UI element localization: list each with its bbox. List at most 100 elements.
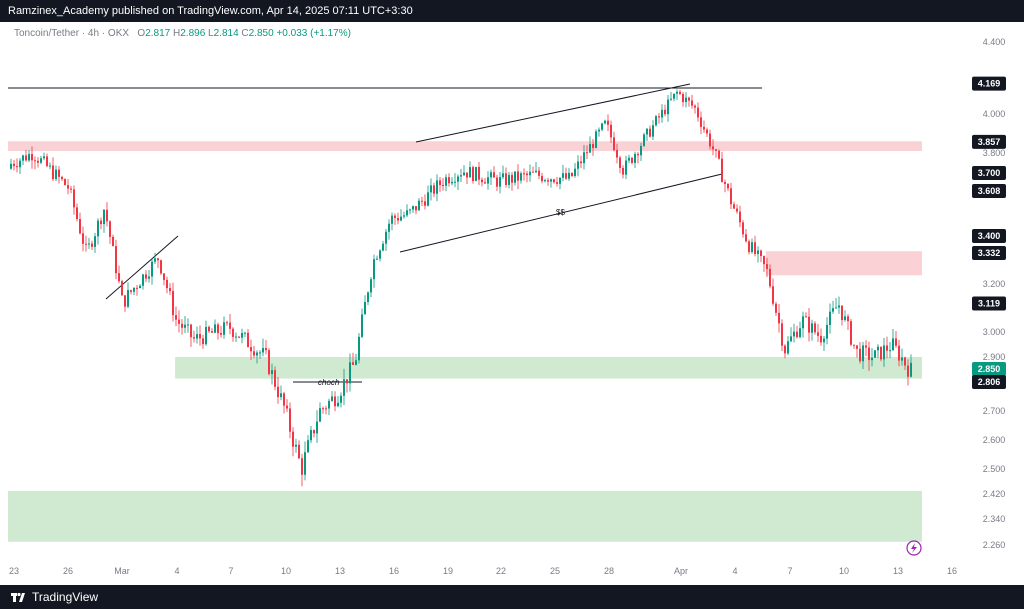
- candle-body: [550, 179, 552, 182]
- candle-body: [46, 156, 48, 167]
- candle-body: [478, 166, 480, 180]
- candle-body: [367, 292, 369, 302]
- candle-body: [319, 408, 321, 422]
- candle-body: [568, 172, 570, 179]
- time-axis: 23 26 Mar 4 7 10 13 16 19 22 25 28 Apr 4 7 10 13 16: [9, 566, 957, 576]
- x-tick-label: 10: [839, 566, 849, 576]
- candle-body: [382, 243, 384, 251]
- x-tick-label: 13: [893, 566, 903, 576]
- candle-body: [256, 352, 258, 356]
- candle-body: [25, 155, 27, 161]
- zone-demand-2: [175, 357, 923, 379]
- candle-body: [91, 243, 93, 247]
- candle-body: [130, 290, 132, 292]
- candle-body: [31, 153, 33, 161]
- candle-body: [415, 206, 417, 211]
- x-tick-label: 4: [732, 566, 737, 576]
- candle-body: [364, 301, 366, 315]
- candle-body: [457, 176, 459, 182]
- candle-body: [199, 334, 201, 339]
- low-value: 2.814: [213, 28, 239, 39]
- candle-body: [613, 137, 615, 151]
- candle-body: [715, 149, 717, 151]
- y-tick-label: 3.200: [983, 279, 1006, 289]
- candle-body: [502, 173, 504, 178]
- candle-body: [259, 352, 261, 354]
- y-tick-label: 2.700: [983, 406, 1006, 416]
- candle-body: [655, 116, 657, 126]
- candle-body: [601, 123, 603, 130]
- x-tick-label: 28: [604, 566, 614, 576]
- candle-body: [553, 179, 555, 183]
- lightning-icon[interactable]: [906, 540, 922, 556]
- candle-body: [109, 221, 111, 237]
- candle-body: [589, 144, 591, 153]
- candle-body: [433, 185, 435, 194]
- candle-body: [346, 379, 348, 384]
- candle-body: [10, 163, 12, 169]
- candle-body: [739, 211, 741, 223]
- candle-body: [184, 324, 186, 328]
- candle-body: [277, 386, 279, 398]
- candle-body: [166, 279, 168, 289]
- candle-body: [529, 171, 531, 176]
- candle-body: [238, 336, 240, 338]
- candle-body: [421, 200, 423, 202]
- candle-body: [490, 172, 492, 178]
- y-tick-label: 2.260: [983, 540, 1006, 550]
- zone-layer: [8, 141, 923, 542]
- candle-body: [163, 273, 165, 280]
- tradingview-logo-icon: [11, 592, 25, 602]
- trendline-left: [105, 235, 179, 300]
- price-badge-bg: [972, 166, 1006, 180]
- candle-body: [685, 97, 687, 103]
- candle-body: [733, 204, 735, 209]
- candle-body: [253, 351, 255, 356]
- candle-body: [643, 134, 645, 146]
- candle-body: [676, 91, 678, 94]
- candle-body: [295, 444, 297, 447]
- y-tick-label: 2.900: [983, 352, 1006, 362]
- close-value: 2.850: [248, 28, 274, 39]
- candle-body: [487, 177, 489, 184]
- candle-body: [232, 328, 234, 337]
- candle-body: [454, 181, 456, 183]
- candle-body: [712, 146, 714, 150]
- candle-body: [889, 350, 891, 352]
- candle-body: [244, 332, 246, 334]
- candle-body: [511, 174, 513, 183]
- candle-body: [646, 128, 648, 135]
- candle-body: [76, 207, 78, 220]
- candle-body: [229, 322, 231, 329]
- candle-body: [508, 174, 510, 185]
- drawing-layer: choch $$: [8, 83, 762, 387]
- candle-body: [766, 264, 768, 269]
- candle-body: [181, 323, 183, 328]
- candle-body: [151, 261, 153, 277]
- candle-body: [55, 169, 57, 180]
- candle-body: [313, 430, 315, 434]
- candle-body: [880, 346, 882, 360]
- candle-body: [727, 183, 729, 189]
- candle-body: [328, 400, 330, 409]
- candle-body: [844, 316, 846, 321]
- candle-body: [817, 332, 819, 336]
- candle-body: [406, 210, 408, 216]
- candle-body: [541, 175, 543, 182]
- candle-body: [895, 338, 897, 346]
- tradingview-logo[interactable]: TradingView: [10, 585, 98, 609]
- price-badges: 4.169 3.857 3.700 3.608 3.400 3.332 3.119 2.850…: [972, 76, 1006, 389]
- candle-body: [778, 312, 780, 324]
- candle-body: [526, 173, 528, 176]
- candle-body: [271, 370, 273, 375]
- price-badge-label: 4.169: [978, 79, 1001, 89]
- candle-body: [730, 188, 732, 205]
- candle-body: [400, 216, 402, 221]
- candle-body: [736, 208, 738, 212]
- candle-body: [679, 91, 681, 94]
- candle-body: [205, 326, 207, 345]
- candle-body: [724, 182, 726, 184]
- price-badge-bg: [972, 229, 1006, 243]
